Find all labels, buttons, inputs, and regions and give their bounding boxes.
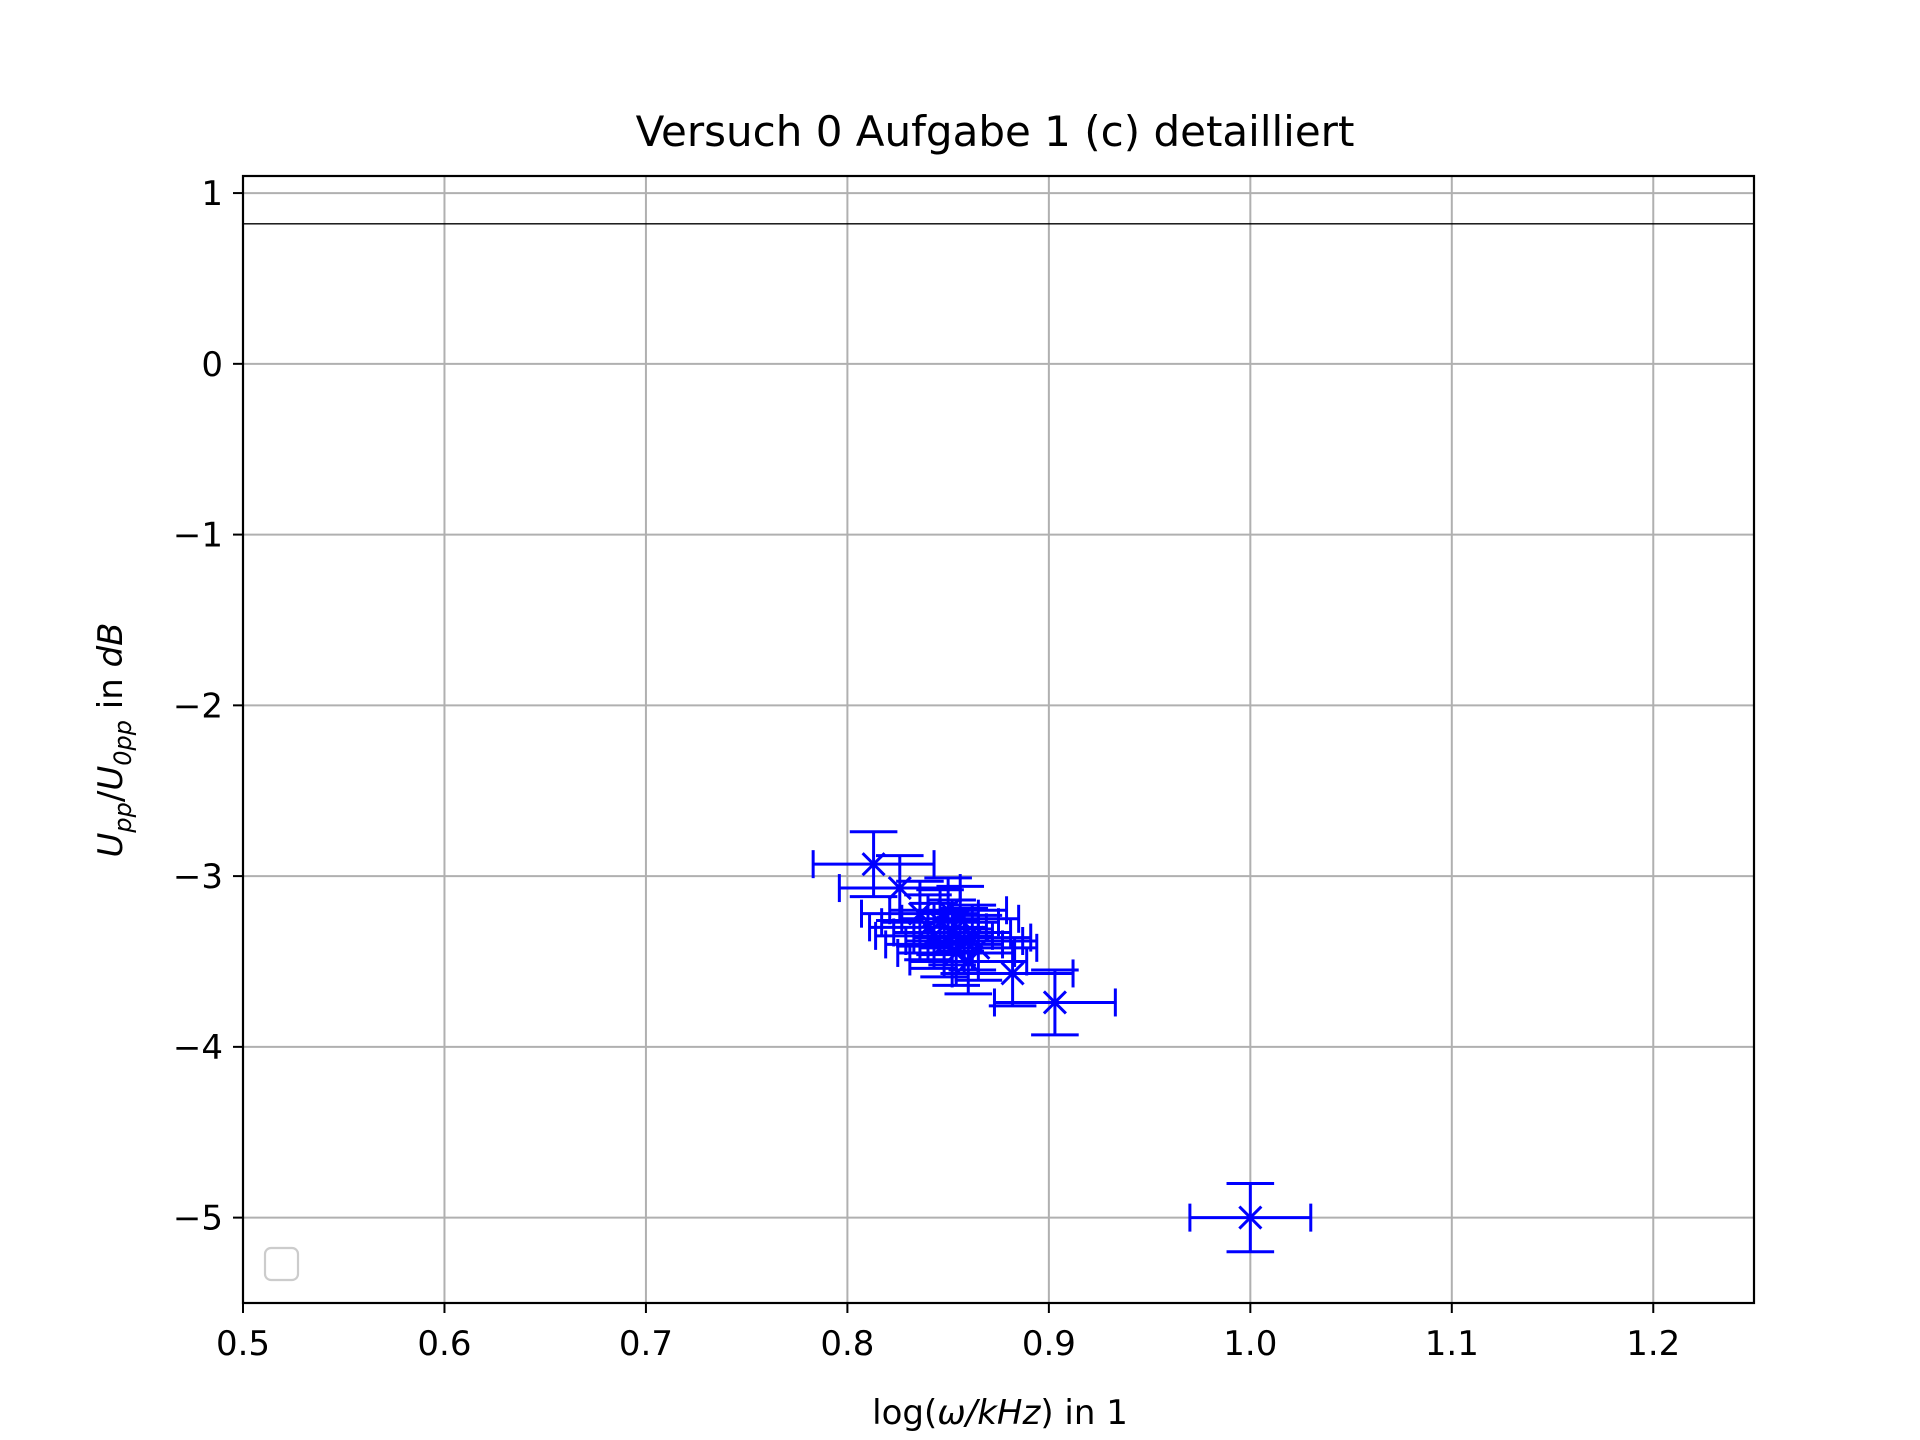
y-tick-label: 1 [201, 174, 223, 214]
y-tick-label: −1 [173, 516, 223, 556]
y-tick-label: −3 [173, 857, 223, 897]
x-tick-label: 1.2 [1626, 1324, 1680, 1364]
x-axis-ticks: 0.5 0.6 0.7 0.8 0.9 1.0 1.1 1.2 [216, 1303, 1680, 1364]
x-marker [948, 906, 973, 931]
data-point [918, 913, 1039, 982]
x-tick-label: 1.0 [1223, 1324, 1277, 1364]
x-tick-label: 0.5 [216, 1324, 270, 1364]
y-tick-label: −4 [173, 1028, 223, 1068]
y-tick-label: −5 [173, 1199, 223, 1239]
x-marker [966, 935, 991, 960]
y-axis-label: Upp/U0pp in dB [91, 622, 137, 857]
data-points [811, 830, 1313, 1254]
y-tick-label: −2 [173, 686, 223, 726]
x-marker [1238, 1205, 1263, 1230]
chart-title: Versuch 0 Aufgabe 1 (c) detailliert [636, 107, 1355, 156]
y-axis-ticks: 1 0 −1 −2 −3 −4 −5 [173, 174, 243, 1239]
data-point [900, 884, 1021, 953]
x-tick-label: 0.6 [417, 1324, 471, 1364]
data-point [992, 968, 1117, 1037]
x-marker [1000, 961, 1025, 986]
legend-box [263, 1246, 300, 1282]
x-tick-label: 0.9 [1022, 1324, 1076, 1364]
x-tick-label: 0.7 [619, 1324, 673, 1364]
grid [242, 176, 1754, 1303]
x-tick-label: 0.8 [820, 1324, 874, 1364]
data-point [950, 939, 1075, 1008]
x-axis-label: log(ω/kHz) in 1 [872, 1393, 1128, 1433]
data-point [1188, 1181, 1313, 1254]
x-marker [1042, 990, 1067, 1015]
y-tick-label: 0 [201, 345, 223, 385]
plot-frame [241, 174, 1756, 1305]
x-tick-label: 1.1 [1425, 1324, 1479, 1364]
